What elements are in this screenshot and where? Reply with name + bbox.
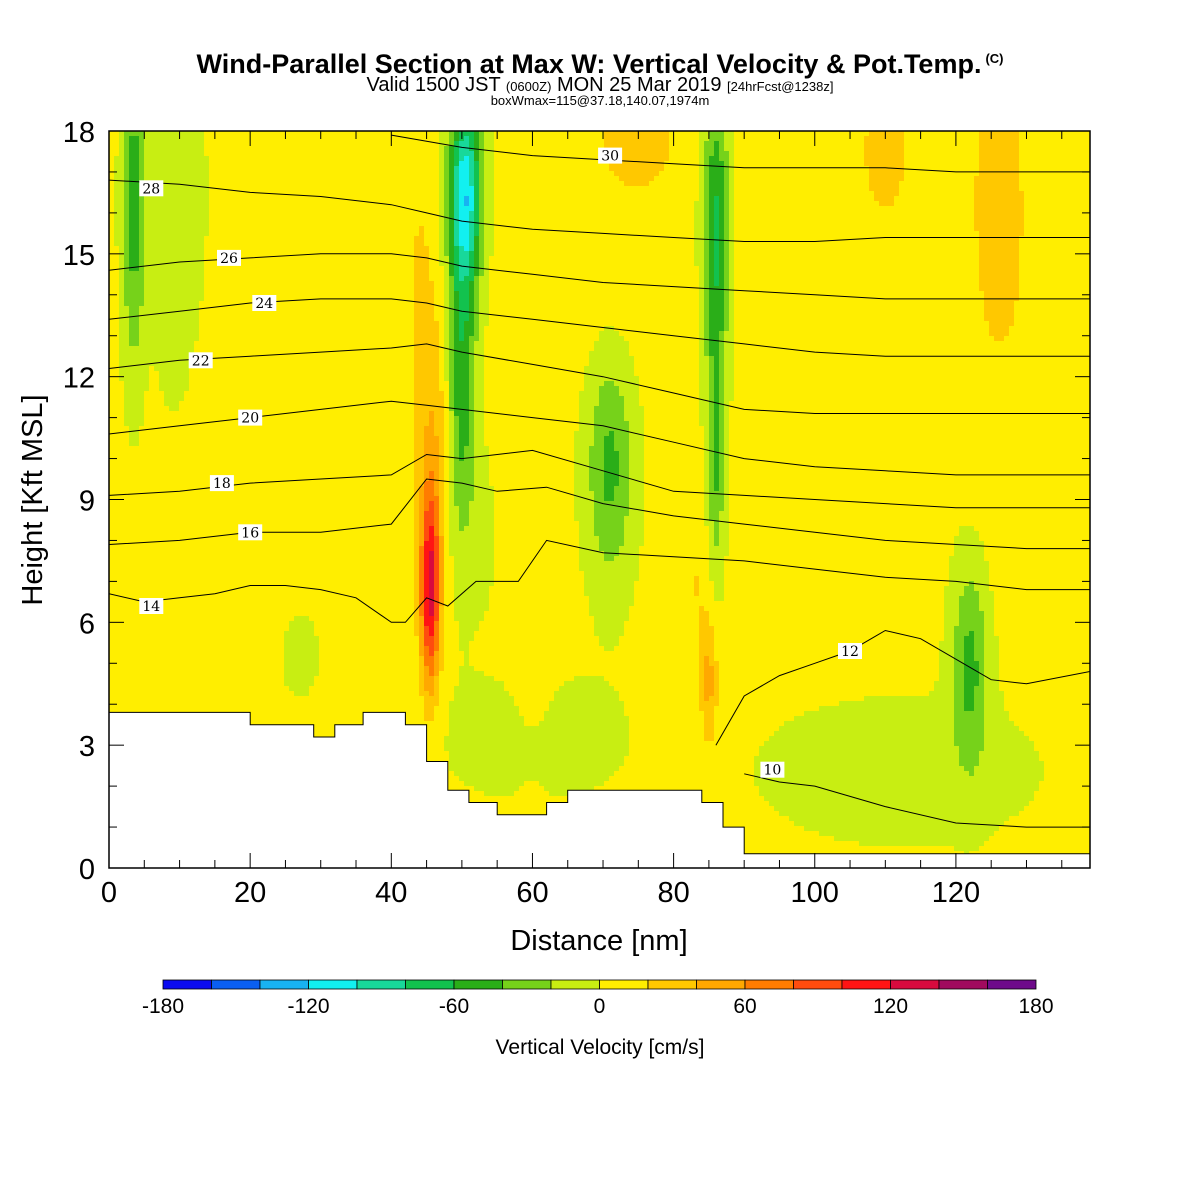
x-tick-label: 120	[932, 877, 980, 909]
colorbar-swatch	[938, 979, 988, 990]
contour-line	[109, 478, 1090, 550]
colorbar-swatch	[793, 979, 843, 990]
y-tick-label: 18	[63, 117, 95, 149]
colorbar-swatch	[453, 979, 503, 990]
colorbar-swatch	[162, 979, 212, 990]
terrain-mask	[108, 711, 1091, 869]
contour-label: 16	[238, 524, 263, 541]
y-tick-label: 6	[79, 608, 95, 640]
copyright-mark: (C)	[985, 51, 1003, 66]
contour-line	[109, 179, 1090, 242]
contour-label: 18	[209, 475, 234, 492]
potential-temperature-contours	[109, 134, 1090, 828]
contour-label: 10	[760, 761, 785, 779]
y-tick-label: 0	[79, 854, 95, 886]
colorbar-swatch	[308, 979, 358, 990]
contour-line	[109, 400, 1090, 476]
axis-ticks: 0 20 40 60 80 100 120 0 3 6 9 12 15 18	[63, 117, 1090, 909]
contour-line	[109, 449, 1090, 509]
y-tick-label: 12	[63, 363, 95, 395]
chart-subtitle: Valid 1500 JST (0600Z) MON 25 Mar 2019 […	[0, 74, 1200, 96]
colorbar-swatch	[211, 979, 261, 990]
contour-line	[715, 629, 1090, 746]
contour-label: 24	[252, 295, 277, 312]
colorbar-tick-label: 0	[594, 995, 606, 1018]
colorbar-tick-label: 120	[873, 995, 908, 1018]
y-axis-label: Height [Kft MSL]	[17, 394, 49, 605]
valid-date: MON 25 Mar 2019	[557, 74, 722, 96]
contour-line	[391, 134, 1090, 173]
colorbar: -180 -120 -60 0 60 120 180	[142, 979, 1054, 1018]
y-tick-label: 3	[79, 731, 95, 763]
contour-label: 20	[238, 409, 263, 427]
contour-label: 30	[598, 147, 623, 165]
x-tick-label: 0	[101, 877, 117, 909]
contour-labels: 10 12 14 16 18 20 22 24 26 28 30	[139, 147, 862, 779]
contour-label: 14	[139, 598, 164, 615]
y-tick-label: 15	[63, 240, 95, 272]
contour-line	[109, 253, 1090, 300]
colorbar-swatch	[744, 979, 794, 990]
contour-label: 28	[139, 180, 164, 197]
x-tick-label: 60	[516, 877, 548, 909]
terrain-shape	[108, 711, 1091, 869]
colorbar-swatch	[259, 979, 309, 990]
valid-utc: (0600Z)	[506, 79, 552, 94]
colorbar-swatch	[356, 979, 406, 990]
chart-title-block: Wind-Parallel Section at Max W: Vertical…	[0, 44, 1200, 107]
contour-line	[109, 539, 1090, 623]
chart-title: Wind-Parallel Section at Max W: Vertical…	[0, 44, 1200, 79]
colorbar-swatch	[405, 979, 455, 990]
colorbar-swatch	[550, 979, 600, 990]
x-tick-label: 20	[234, 877, 266, 909]
colorbar-tick-label: -120	[287, 995, 329, 1018]
contour-label: 26	[217, 249, 241, 267]
x-tick-label: 80	[657, 877, 689, 909]
colorbar-swatch	[696, 979, 746, 990]
contour-label: 12	[838, 643, 862, 660]
colorbar-swatch	[502, 979, 552, 990]
chart-title-text: Wind-Parallel Section at Max W: Vertical…	[196, 49, 981, 79]
x-tick-label: 100	[791, 877, 839, 909]
colorbar-swatch	[987, 979, 1037, 990]
x-axis-label: Distance [nm]	[510, 925, 687, 957]
contour-line	[109, 343, 1090, 414]
x-tick-label: 40	[375, 877, 407, 909]
colorbar-swatch	[890, 979, 940, 990]
forecast-info: [24hrFcst@1238z]	[727, 79, 833, 94]
colorbar-tick-label: 60	[733, 995, 756, 1018]
contour-line	[744, 773, 1090, 828]
boxwmax-info: boxWmax=115@37.18,140.07,1974m	[0, 94, 1200, 107]
contour-label: 22	[188, 352, 213, 369]
colorbar-tick-label: -180	[142, 995, 184, 1018]
colorbar-tick-label: -60	[439, 995, 469, 1018]
colorbar-swatch	[599, 979, 649, 990]
valid-time: Valid 1500 JST	[367, 74, 501, 96]
colorbar-tick-label: 180	[1018, 995, 1053, 1018]
colorbar-swatch	[841, 979, 891, 990]
y-tick-label: 9	[79, 486, 95, 518]
colorbar-swatch	[647, 979, 697, 990]
colorbar-label: Vertical Velocity [cm/s]	[0, 1036, 1200, 1060]
contour-line	[109, 298, 1090, 357]
